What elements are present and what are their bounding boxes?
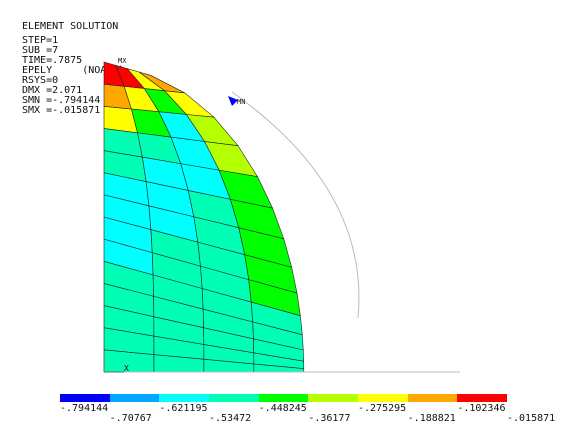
legend-label-top: -.448245 [258, 403, 307, 414]
solution-info-line: EPELY (NOAVG) [22, 65, 125, 76]
solution-info-line: SMX =-.015871 [22, 105, 101, 116]
solution-info-line: SMN =-.794144 [22, 95, 101, 106]
plot-title: ELEMENT SOLUTION [22, 21, 119, 32]
legend-label-top: -.102346 [457, 403, 506, 414]
legend-color-segment [407, 394, 458, 402]
legend-color-segment [308, 394, 359, 402]
legend-color-segment [159, 394, 210, 402]
max-marker: MX [118, 57, 127, 65]
legend-label-bottom: -.188821 [407, 413, 456, 424]
mesh-element [138, 71, 185, 94]
min-location-element [228, 96, 238, 106]
min-marker: MN [237, 98, 246, 106]
solution-info-line: SUB =7 [22, 45, 59, 56]
legend-color-segment [209, 394, 260, 402]
legend-label-bottom: -.36177 [308, 413, 351, 424]
legend-label-top: -.621195 [159, 403, 208, 414]
solution-info-line: RSYS=0 [22, 75, 59, 86]
legend-label-bottom: -.53472 [209, 413, 252, 424]
undeformed-edge [231, 91, 360, 319]
legend-label-top: -.275295 [358, 403, 407, 414]
legend-label-bottom: -.015871 [507, 413, 556, 424]
legend-color-segment [358, 394, 409, 402]
legend-color-segment [109, 394, 160, 402]
legend-label-bottom: -.70767 [109, 413, 152, 424]
axis-x-label: X [124, 364, 129, 373]
solution-info-line: STEP=1 [22, 35, 59, 46]
legend-color-segment [60, 394, 111, 402]
legend-color-segment [258, 394, 309, 402]
contour-legend-bar [60, 394, 508, 402]
solution-info-line: TIME=.7875 [22, 55, 83, 66]
legend-label-top: -.794144 [60, 403, 109, 414]
solution-info-line: DMX =2.071 [22, 85, 83, 96]
legend-color-segment [457, 394, 508, 402]
